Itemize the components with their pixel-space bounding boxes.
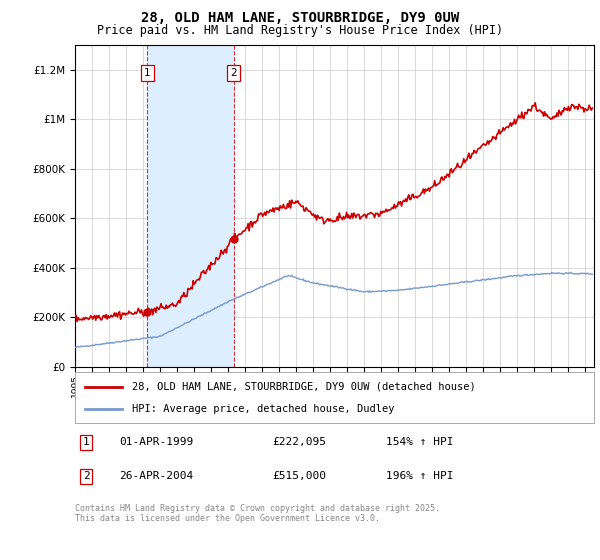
Text: £222,095: £222,095 bbox=[272, 437, 326, 447]
Text: HPI: Average price, detached house, Dudley: HPI: Average price, detached house, Dudl… bbox=[132, 404, 395, 414]
Bar bbox=[148, 45, 233, 367]
Text: 1: 1 bbox=[83, 437, 89, 447]
Text: 196% ↑ HPI: 196% ↑ HPI bbox=[386, 472, 454, 482]
Text: 2: 2 bbox=[83, 472, 89, 482]
Text: 01-APR-1999: 01-APR-1999 bbox=[119, 437, 193, 447]
Text: 28, OLD HAM LANE, STOURBRIDGE, DY9 0UW: 28, OLD HAM LANE, STOURBRIDGE, DY9 0UW bbox=[141, 11, 459, 25]
Text: Contains HM Land Registry data © Crown copyright and database right 2025.
This d: Contains HM Land Registry data © Crown c… bbox=[75, 504, 440, 524]
Text: 2: 2 bbox=[230, 68, 237, 78]
Text: 26-APR-2004: 26-APR-2004 bbox=[119, 472, 193, 482]
Text: £515,000: £515,000 bbox=[272, 472, 326, 482]
Text: Price paid vs. HM Land Registry's House Price Index (HPI): Price paid vs. HM Land Registry's House … bbox=[97, 24, 503, 36]
Text: 1: 1 bbox=[144, 68, 151, 78]
Text: 28, OLD HAM LANE, STOURBRIDGE, DY9 0UW (detached house): 28, OLD HAM LANE, STOURBRIDGE, DY9 0UW (… bbox=[132, 381, 476, 391]
Text: 154% ↑ HPI: 154% ↑ HPI bbox=[386, 437, 454, 447]
